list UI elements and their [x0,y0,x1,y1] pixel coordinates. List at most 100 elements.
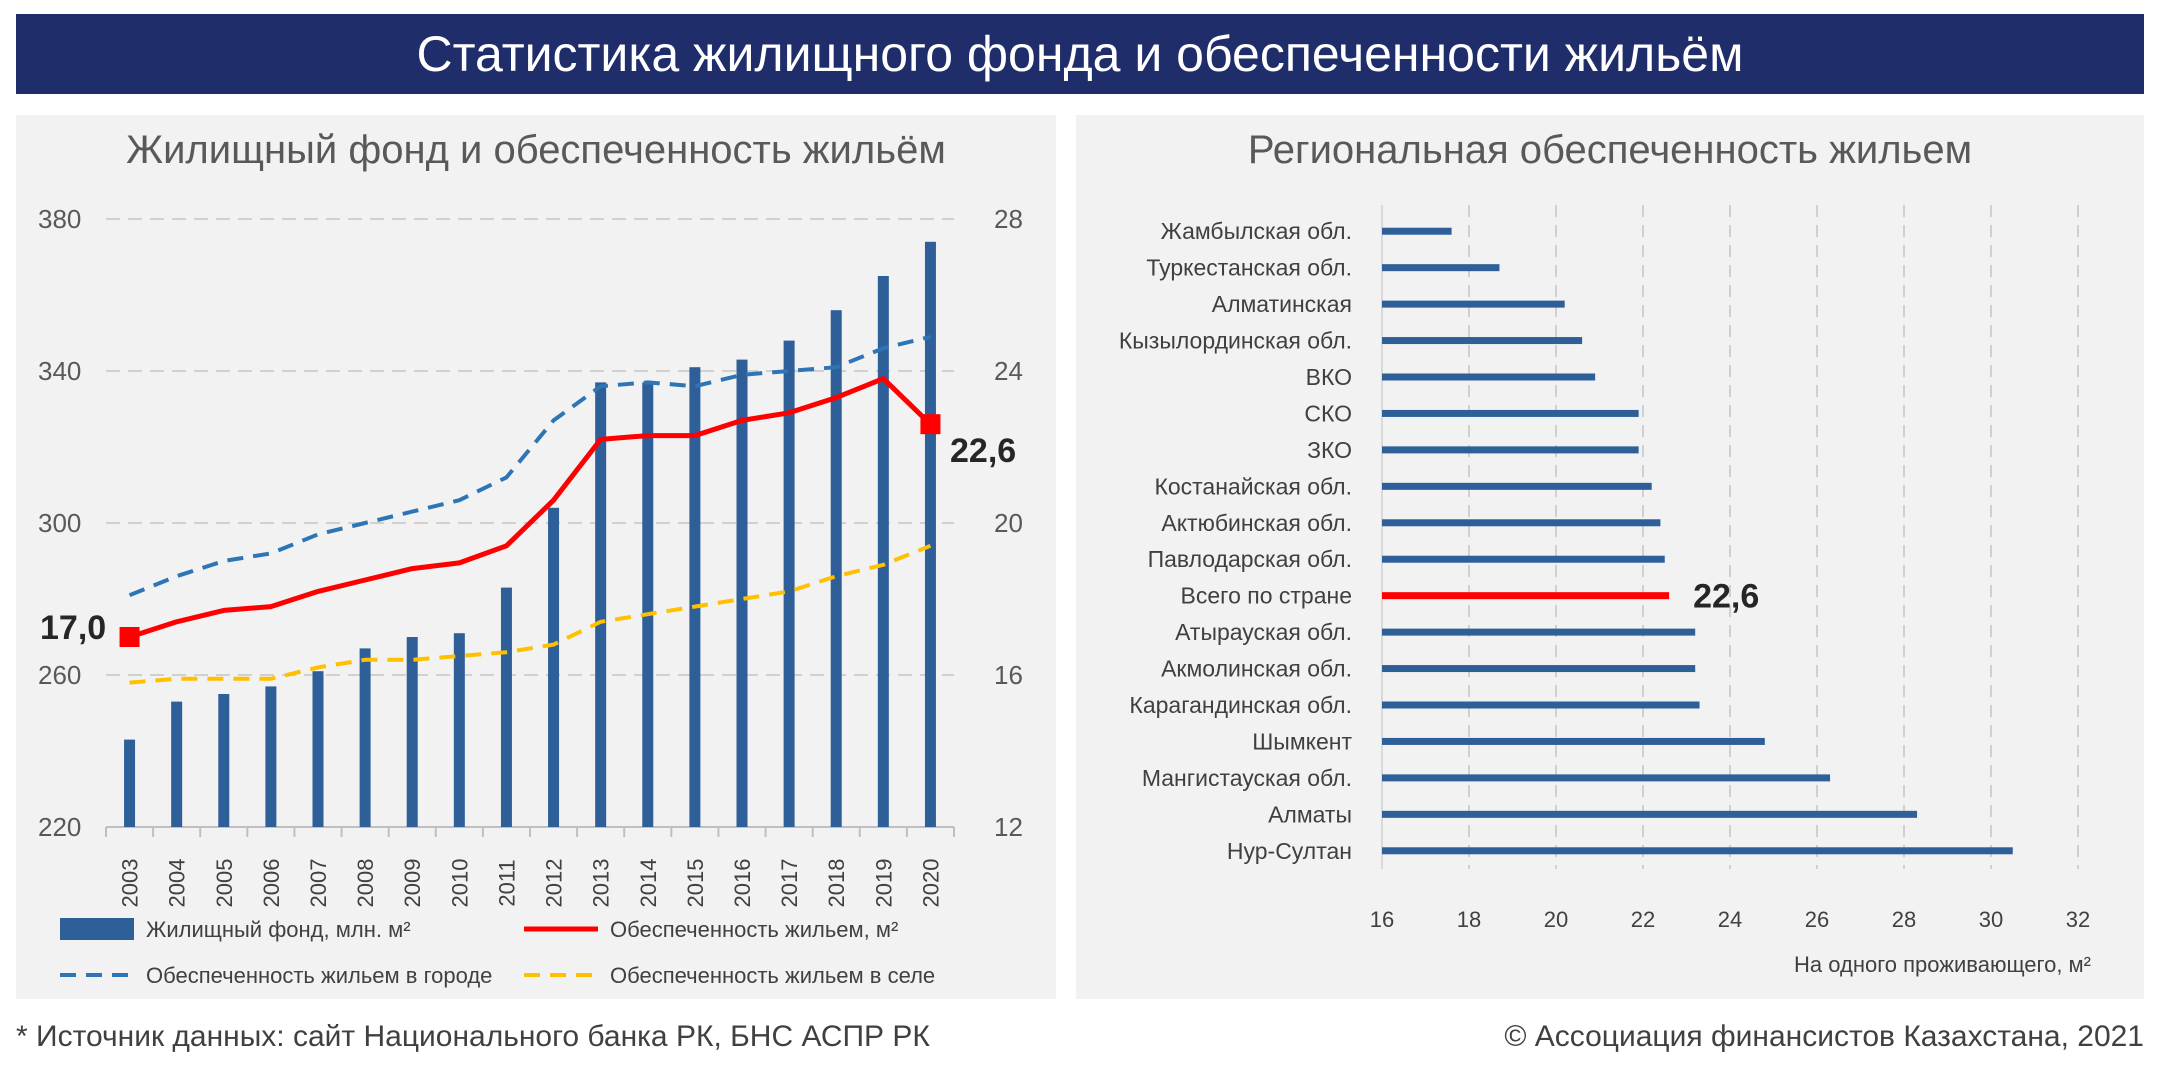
bar-housing-stock [830,310,842,827]
x-tick-label: 2004 [165,859,190,908]
y2-tick-label: 12 [994,812,1023,842]
x-tick-label: 2014 [636,859,661,908]
bar-region [1382,482,1652,490]
category-label: СКО [1304,400,1352,426]
bar-total-country [1382,592,1670,600]
category-label: Мангистауская обл. [1142,765,1352,791]
bar-region [1382,810,1918,818]
x-tick-label: 2017 [777,859,802,908]
bar-region [1382,373,1596,381]
x-tick-label: 26 [1805,907,1829,932]
bar-housing-stock [359,648,371,827]
data-label-total: 22,6 [1693,578,1759,616]
bar-region [1382,409,1639,417]
x-tick-label: 2003 [118,859,143,908]
x-tick-label: 2008 [353,859,378,908]
category-label: Всего по стране [1181,583,1352,609]
bar-housing-stock [124,739,136,827]
bar-housing-stock [595,382,607,827]
bar-region [1382,446,1639,454]
footer-source: * Источник данных: сайт Национального ба… [16,1020,930,1053]
bar-housing-stock [642,382,654,827]
y-tick-label: 300 [38,508,81,538]
category-label: Алматинская [1212,291,1352,317]
bar-housing-stock [736,359,748,827]
bar-region [1382,847,2013,855]
x-tick-label: 30 [1979,907,2003,932]
bar-region [1382,737,1765,745]
bar-housing-stock [877,276,889,827]
y-tick-label: 260 [38,660,81,690]
category-label: ВКО [1306,364,1352,390]
x-tick-label: 2019 [871,859,896,908]
page-title: Статистика жилищного фонда и обеспеченно… [16,14,2144,94]
category-label: Костанайская обл. [1154,473,1352,499]
category-label: Павлодарская обл. [1148,546,1352,572]
chart-title: Региональная обеспеченность жильем [1248,128,1972,172]
x-tick-label: 2005 [212,859,237,908]
bar-housing-stock [265,686,277,827]
legend-label: Обеспеченность жильем в селе [610,963,935,988]
x-tick-label: 20 [1544,907,1568,932]
category-label: Актюбинская обл. [1161,510,1352,536]
footer-copyright: © Ассоциация финансистов Казахстана, 202… [1504,1020,2144,1053]
bar-region [1382,555,1665,563]
bar-housing-stock [218,694,230,827]
x-tick-label: 2018 [824,859,849,908]
y-tick-label: 340 [38,356,81,386]
housing-stock-chart-panel: Жилищный фонд и обеспеченность жильём 38… [16,115,1056,999]
category-label: Атырауская обл. [1175,619,1352,645]
data-marker [920,414,941,435]
x-tick-label: 32 [2066,907,2090,932]
x-tick-label: 18 [1457,907,1481,932]
data-label-end: 22,6 [950,432,1016,470]
x-tick-label: 24 [1718,907,1742,932]
x-tick-label: 2015 [683,859,708,908]
data-label-start: 17,0 [40,609,106,647]
bar-region [1382,665,1696,673]
line-village-provision [129,543,932,685]
bar-region [1382,628,1696,636]
x-tick-label: 2016 [730,859,755,908]
housing-stock-chart: Жилищный фонд и обеспеченность жильём 38… [38,128,1023,988]
bar-housing-stock [548,507,560,827]
bar-housing-stock [924,241,936,828]
category-label: ЗКО [1307,437,1352,463]
bar-region [1382,227,1452,235]
regional-chart-panel: Региональная обеспеченность жильем На од… [1076,115,2144,999]
y-tick-label: 220 [38,812,81,842]
bar-housing-stock [689,367,701,827]
x-tick-label: 22 [1631,907,1655,932]
line-city-provision [128,334,931,598]
x-axis-label: На одного проживающего, м² [1794,952,2091,977]
x-tick-label: 2013 [589,859,614,908]
y2-tick-label: 16 [994,660,1023,690]
bar-housing-stock [406,637,418,827]
y2-tick-label: 24 [994,356,1023,386]
line-total-provision [128,376,933,640]
category-label: Алматы [1268,801,1352,827]
bar-region [1382,519,1661,527]
x-tick-label: 28 [1892,907,1916,932]
bar-housing-stock [783,340,795,827]
x-tick-label: 2011 [494,859,519,906]
chart-title: Жилищный фонд и обеспеченность жильём [126,128,946,172]
bar-region [1382,264,1500,272]
bar-region [1382,337,1583,345]
x-tick-label: 2010 [447,859,472,908]
x-tick-label: 2009 [400,859,425,908]
x-tick-label: 16 [1370,907,1394,932]
category-label: Акмолинская обл. [1161,656,1352,682]
legend-label: Обеспеченность жильем, м² [610,917,898,942]
y2-tick-label: 20 [994,508,1023,538]
bar-housing-stock [312,671,324,827]
x-tick-label: 2020 [918,859,943,908]
category-label: Шымкент [1252,728,1352,754]
legend-label: Жилищный фонд, млн. м² [146,917,411,942]
regional-housing-chart: Региональная обеспеченность жильем На од… [1119,128,2091,977]
y2-tick-label: 28 [994,204,1023,234]
category-label: Туркестанская обл. [1146,255,1352,281]
x-tick-label: 2007 [306,859,331,908]
bar-housing-stock [171,701,183,827]
category-label: Нур-Султан [1227,838,1352,864]
